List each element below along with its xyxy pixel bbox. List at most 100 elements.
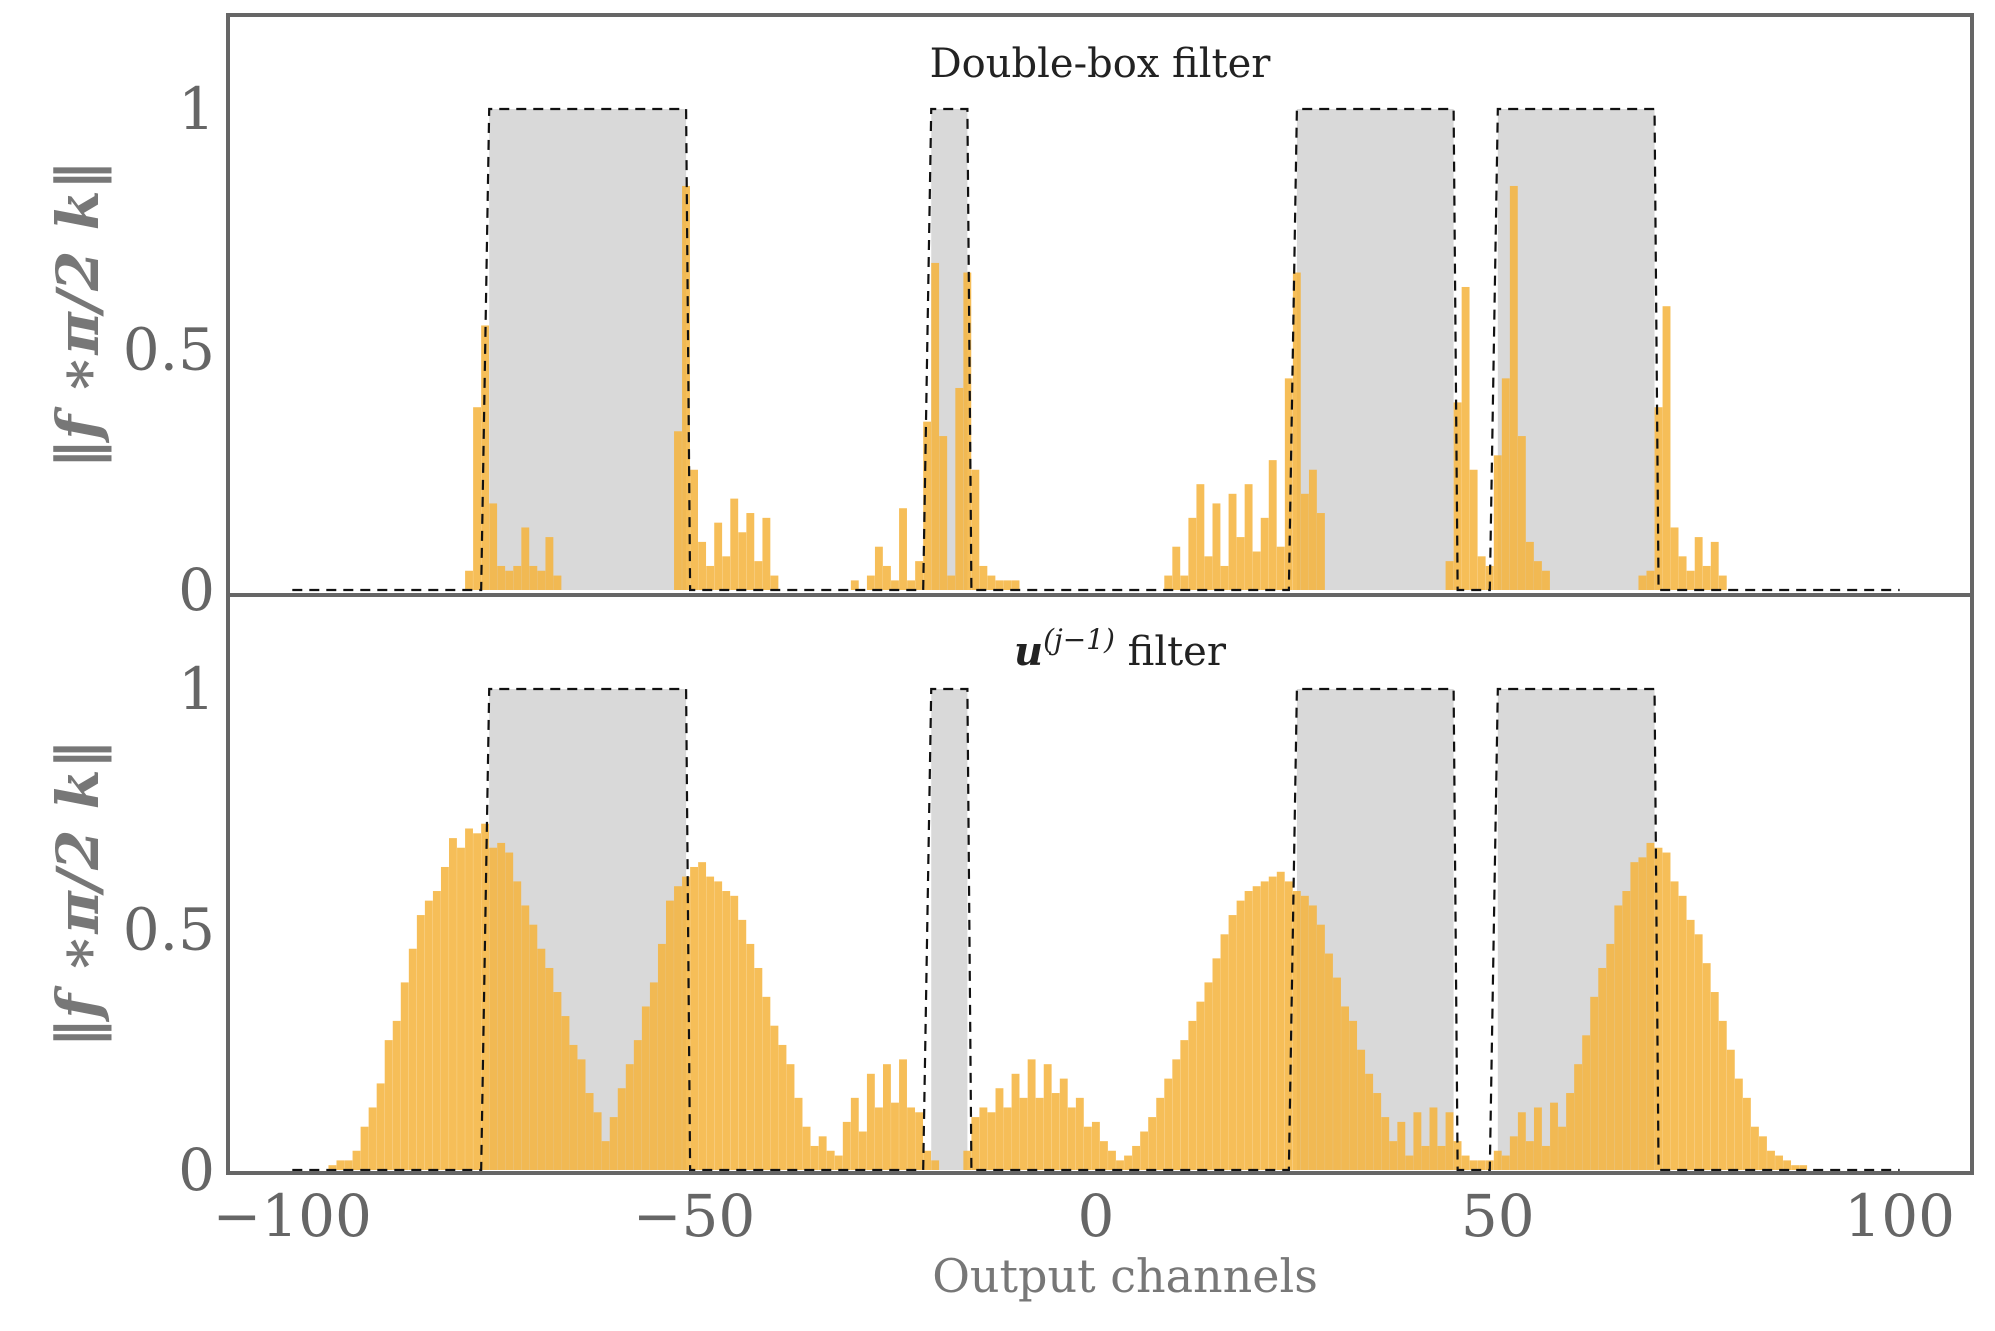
bar (497, 842, 506, 1170)
bar (1429, 1107, 1438, 1170)
bar (1188, 1020, 1197, 1170)
bar (850, 1097, 859, 1170)
bar (1284, 881, 1293, 1170)
x-axis-title: Output channels (932, 1249, 1318, 1303)
bar (738, 532, 747, 590)
bar (1373, 1093, 1382, 1170)
bar (1397, 1121, 1406, 1170)
bar (1228, 915, 1237, 1170)
y-tick-label: 1 (178, 75, 215, 143)
bar (730, 498, 739, 590)
bar (1542, 570, 1550, 590)
bar (1662, 306, 1671, 590)
bar (593, 1112, 602, 1170)
bar (1212, 958, 1221, 1170)
bar (432, 891, 441, 1170)
bar (360, 1126, 369, 1170)
bar (915, 561, 924, 590)
bar (473, 833, 482, 1170)
x-tick-label: 100 (1844, 1182, 1955, 1250)
bar (513, 881, 522, 1170)
bar (344, 1160, 353, 1170)
bar (947, 575, 956, 590)
bar (1300, 895, 1309, 1170)
bar (995, 1088, 1004, 1170)
bar (874, 1107, 883, 1170)
bar (457, 847, 465, 1170)
bar (1718, 575, 1727, 590)
bar (1775, 1155, 1783, 1170)
filter-outline (292, 107, 1900, 592)
bar (762, 517, 771, 590)
bar (1260, 881, 1269, 1170)
bar (762, 996, 771, 1170)
bar (1341, 1006, 1349, 1170)
y-tick-label: 0 (178, 556, 215, 624)
bar (971, 1117, 980, 1170)
bar (1365, 1073, 1374, 1170)
bar (1445, 561, 1454, 590)
bar (601, 1141, 610, 1170)
bar (1566, 1093, 1575, 1170)
bar (1622, 891, 1631, 1170)
bar (1678, 556, 1687, 590)
bar (537, 570, 546, 590)
bar (1670, 881, 1679, 1170)
bar (690, 866, 698, 1170)
bar (649, 982, 658, 1170)
bar (1260, 517, 1269, 590)
bar (722, 891, 731, 1170)
bar (682, 185, 690, 590)
bar (489, 503, 498, 590)
bar (722, 556, 731, 590)
bar (1501, 1155, 1510, 1170)
passband-box (931, 689, 968, 1170)
bar (706, 876, 715, 1170)
bar (1284, 378, 1293, 590)
bar (1180, 1040, 1189, 1170)
bar (585, 1093, 594, 1170)
bar (674, 886, 682, 1170)
bar (1710, 992, 1719, 1170)
bar (368, 1107, 377, 1170)
bar (481, 325, 490, 590)
bar (352, 1150, 361, 1170)
bar (1059, 1078, 1068, 1170)
bar (810, 1145, 819, 1170)
bar (794, 1097, 803, 1170)
bar (842, 1121, 851, 1170)
bar (1501, 378, 1510, 590)
bar (690, 469, 698, 590)
bar (786, 1064, 795, 1170)
bar (770, 575, 779, 590)
bar (955, 387, 964, 590)
bar (778, 1044, 787, 1170)
bar (1678, 895, 1687, 1170)
bar (1453, 402, 1462, 590)
bar (1300, 493, 1309, 590)
bar (979, 565, 988, 590)
bar (1485, 565, 1494, 590)
bar (1236, 900, 1245, 1170)
bar (826, 1150, 835, 1170)
bar (907, 1107, 915, 1170)
bar (1357, 1049, 1366, 1170)
bar (513, 565, 522, 590)
bar (1156, 1097, 1165, 1170)
bar (1742, 1097, 1751, 1170)
bar (1710, 541, 1719, 590)
bar (1550, 1102, 1558, 1170)
bar (1437, 1145, 1446, 1170)
bar (1308, 469, 1317, 590)
bar (682, 876, 690, 1170)
bar (1461, 286, 1470, 590)
bar (963, 272, 972, 590)
bar (1614, 905, 1623, 1170)
bar (874, 546, 883, 590)
bar (1582, 1035, 1591, 1170)
bar (529, 924, 538, 1170)
bar (754, 561, 763, 590)
bar (1075, 1097, 1084, 1170)
bar (1244, 891, 1253, 1170)
bar (505, 570, 514, 590)
